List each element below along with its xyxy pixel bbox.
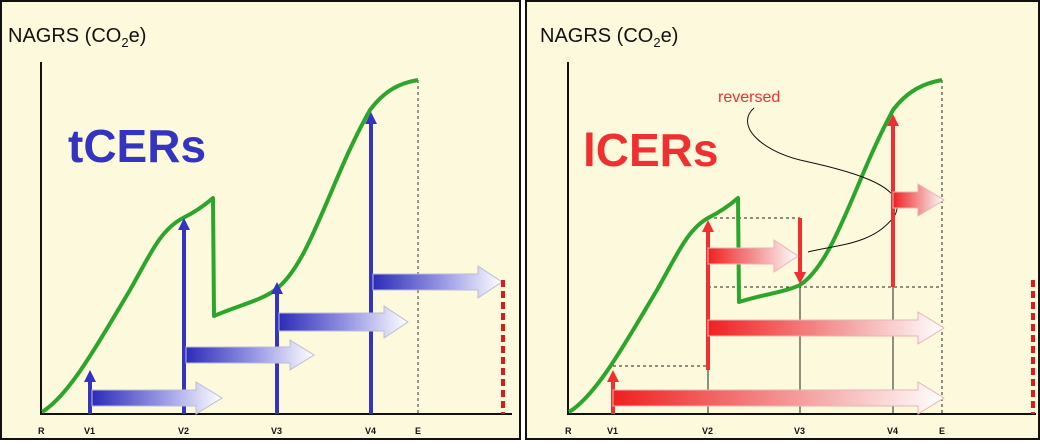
panel-background bbox=[0, 0, 521, 440]
growth-curve bbox=[40, 78, 419, 414]
panel-background bbox=[525, 0, 1040, 440]
tick-v3: V3 bbox=[794, 426, 805, 436]
tick-v2: V2 bbox=[178, 426, 189, 436]
panel-lcer: NAGRS (CO2e) lCERs reversed bbox=[525, 0, 1040, 440]
lcer-credit-arrows bbox=[612, 183, 945, 415]
tick-r: R bbox=[38, 426, 45, 436]
big-label-tcer: tCERs bbox=[68, 120, 206, 172]
x-tick-labels: R V1 V2 V3 V4 E bbox=[38, 426, 421, 436]
panel-tcer: NAGRS (CO2e) tCERs bbox=[0, 0, 521, 440]
y-axis-label: NAGRS (CO2e) bbox=[540, 25, 678, 50]
tick-v3: V3 bbox=[271, 426, 282, 436]
tick-v4: V4 bbox=[887, 426, 898, 436]
tick-v2: V2 bbox=[702, 426, 713, 436]
tick-v4: V4 bbox=[365, 426, 376, 436]
tcer-credit-arrows bbox=[91, 265, 503, 415]
y-axis-label: NAGRS (CO2e) bbox=[8, 25, 146, 50]
tick-v1: V1 bbox=[607, 426, 618, 436]
tick-e: E bbox=[415, 426, 421, 436]
reversed-pointer bbox=[747, 107, 898, 253]
tick-v1: V1 bbox=[84, 426, 95, 436]
tick-e: E bbox=[939, 426, 945, 436]
big-label-lcer: lCERs bbox=[583, 124, 718, 176]
x-tick-labels: R V1 V2 V3 V4 E bbox=[565, 426, 945, 436]
reversed-annotation: reversed bbox=[718, 89, 780, 106]
tick-r: R bbox=[565, 426, 572, 436]
